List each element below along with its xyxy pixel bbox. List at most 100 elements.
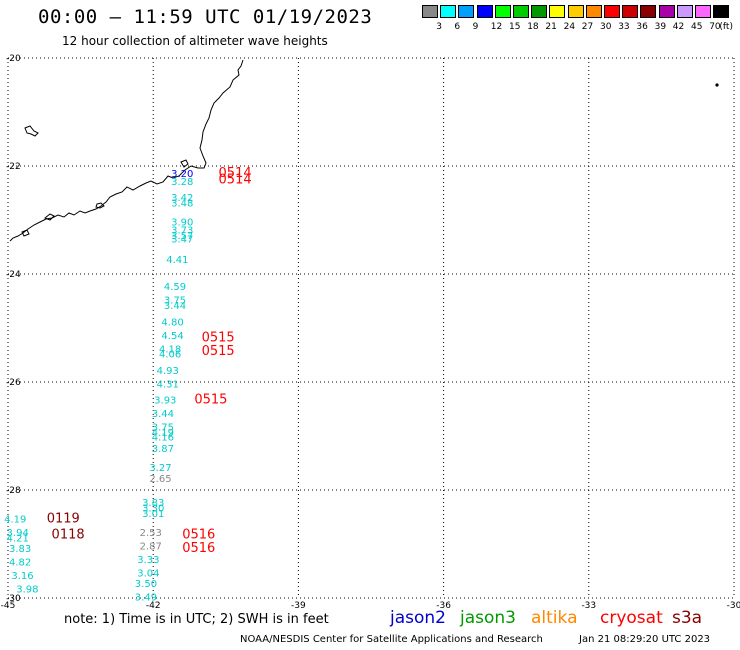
wave-height-value: 2.53	[140, 528, 162, 539]
wave-height-value: 3.49	[135, 593, 157, 604]
legend-swatch	[440, 5, 457, 18]
wave-height-value: 3.44	[152, 409, 174, 420]
wave-height-value: 2.87	[140, 541, 162, 552]
legend-label: 6	[454, 22, 461, 32]
wave-height-value: 3.28	[171, 177, 193, 188]
pass-time-label: 0516	[182, 528, 215, 543]
wave-height-value: 3.90	[171, 217, 193, 228]
legend-swatch	[695, 5, 711, 18]
legend-swatch	[422, 5, 438, 18]
legend-label: 15	[509, 22, 521, 32]
wave-height-value: 4.54	[161, 331, 183, 342]
satellite-altika: altika	[531, 608, 578, 628]
wave-height-value: 3.01	[142, 509, 164, 520]
lat-tick-label: -30	[6, 594, 21, 604]
wave-height-value: 3.04	[137, 568, 159, 579]
legend-swatch	[531, 5, 548, 18]
wave-height-value: 2.65	[149, 474, 171, 485]
legend-swatch	[549, 5, 566, 18]
wave-height-value: 3.93	[154, 396, 176, 407]
footer-organization: NOAA/NESDIS Center for Satellite Applica…	[240, 634, 543, 645]
wave-height-value: 3.57	[171, 231, 193, 242]
legend-label: 33	[618, 22, 630, 32]
legend-label: 21	[545, 22, 557, 32]
map-grid	[7, 57, 735, 599]
legend-label: 45	[691, 22, 703, 32]
lat-tick-label: -26	[6, 378, 21, 388]
legend-label: 39	[654, 22, 667, 32]
legend-label: 27	[581, 22, 594, 32]
legend-swatch	[676, 5, 693, 18]
wave-height-value: 3.83	[142, 498, 164, 509]
wave-height-value: 3.47	[171, 235, 193, 246]
legend-swatch	[476, 5, 493, 18]
units-note: note: 1) Time is in UTC; 2) SWH is in fe…	[64, 612, 329, 627]
satellite-jason3: jason3	[460, 608, 516, 628]
legend-label: 36	[636, 22, 648, 32]
wave-height-value: 4.93	[157, 366, 179, 377]
wave-height-value: 3.27	[149, 463, 171, 474]
legend-swatch	[567, 5, 584, 18]
satellite-s3a: s3a	[672, 608, 703, 628]
wave-height-value: 4.41	[166, 255, 188, 266]
footer-timestamp: Jan 21 08:29:20 UTC 2023	[579, 634, 711, 645]
wave-height-value: 4.19	[152, 428, 174, 439]
wave-height-value: 3.83	[9, 544, 31, 555]
legend-label: 18	[527, 22, 539, 32]
wave-height-value: 3.33	[137, 555, 159, 566]
wave-height-value: 4.31	[157, 379, 179, 390]
wave-height-value: 3.87	[152, 444, 174, 455]
wave-height-value: 4.16	[152, 432, 174, 443]
wave-height-observations: 3.203.28 3.423.48 3.903.733.573.47 4.41 4.59…	[4, 169, 193, 604]
lat-tick-label: -24	[6, 270, 21, 280]
lon-tick-label: -39	[291, 601, 306, 611]
legend-label: 3	[436, 22, 442, 32]
map-title: 00:00 – 11:59 UTC 01/19/2023	[38, 6, 373, 28]
pass-time-label: 0515	[202, 331, 235, 346]
wave-height-value: 3.48	[171, 199, 193, 210]
wave-height-value: 4.21	[7, 533, 29, 544]
legend-swatch	[640, 5, 657, 18]
pass-time-label: 0515	[202, 344, 235, 359]
wave-height-value: 3.42	[171, 193, 193, 204]
wave-height-value: 3.16	[11, 571, 33, 582]
wave-height-value: 3.75	[152, 423, 174, 434]
wave-height-value: 3.44	[164, 301, 186, 312]
coastal-inlet	[24, 125, 39, 137]
legend-unit: (ft)	[719, 22, 733, 32]
legend-swatch	[458, 5, 475, 18]
legend-swatch	[513, 5, 529, 18]
legend-label: 24	[563, 22, 576, 32]
lat-tick-label: -28	[6, 486, 21, 496]
legend-swatch	[622, 5, 639, 18]
axis-tick-labels: -45 -42 -39 -36 -33 -30 -20 -22 -24 -26 -28 -30	[1, 54, 740, 611]
wave-height-value: 3.50	[135, 579, 157, 590]
cape-frio-island	[180, 159, 189, 168]
lon-tick-label: -33	[581, 601, 596, 611]
pass-time-label: 0515	[194, 393, 227, 408]
wave-height-value: 3.94	[7, 528, 29, 539]
wave-height-value: 4.19	[4, 514, 26, 525]
pass-time-label: 0514	[219, 166, 252, 181]
legend-swatch	[713, 5, 730, 18]
wave-height-value: 4.82	[9, 558, 31, 569]
satellite-cryosat: cryosat	[600, 608, 663, 628]
pass-time-label: 0516	[182, 541, 215, 556]
legend-label: 9	[472, 22, 479, 32]
lon-tick-label: -30	[727, 601, 740, 611]
satellite-jason2: jason2	[390, 608, 446, 628]
wave-height-value: 3.30	[142, 504, 164, 515]
pass-time-label: 0119	[47, 511, 80, 526]
legend-label: 30	[600, 22, 612, 32]
legend-swatch	[604, 5, 620, 18]
legend-swatch	[585, 5, 602, 18]
wave-height-value: 3.75	[164, 296, 186, 307]
lon-tick-label: -42	[146, 601, 161, 611]
pass-time-label: 0514	[219, 172, 252, 187]
lon-tick-label: -36	[436, 601, 451, 611]
ilha-grande-island	[95, 202, 105, 209]
wave-height-value: 4.80	[161, 317, 183, 328]
